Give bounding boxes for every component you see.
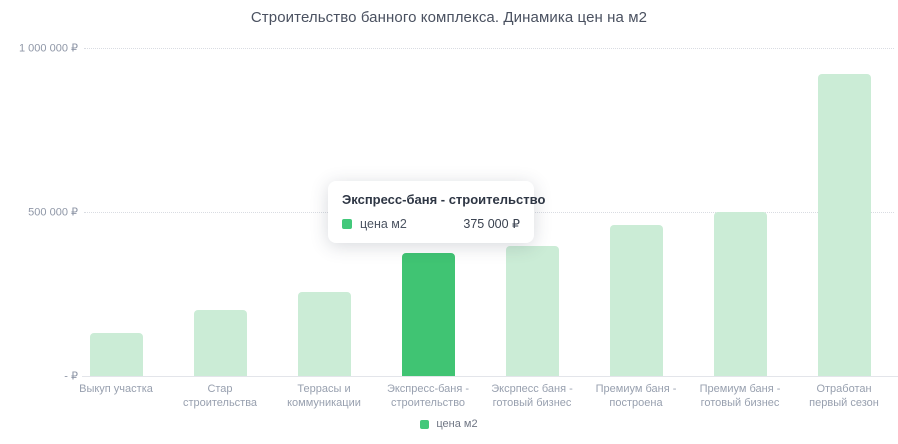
bar-6[interactable] [713, 212, 767, 376]
bar-7[interactable] [817, 74, 871, 376]
bar-0[interactable] [89, 333, 143, 376]
x-axis-label-5: Премиум баня - построена [595, 383, 677, 409]
x-axis-label-2: Террасы и коммуникации [287, 383, 361, 409]
tooltip-row: цена м2 375 000 ₽ [342, 216, 520, 231]
tooltip: Экспресс-баня - строительство цена м2 37… [328, 181, 546, 243]
x-axis-labels: Выкуп участка Стар строительства Террасы и… [64, 382, 896, 416]
bar-5[interactable] [609, 225, 663, 376]
x-axis-label-3: Экспресс-баня - строительство [386, 383, 470, 409]
bar-1[interactable] [193, 310, 247, 376]
y-axis: - ₽ 500 000 ₽ 1 000 000 ₽ [0, 0, 78, 383]
x-axis-label-7: Отработан первый сезон [809, 383, 879, 409]
legend-color-swatch [420, 419, 430, 429]
tooltip-series-label: цена м2 [360, 216, 407, 231]
tooltip-title: Экспресс-баня - строительство [342, 192, 546, 207]
y-axis-label-2: 1 000 000 ₽ [19, 42, 78, 55]
gridline-2 [84, 48, 894, 49]
series-color-swatch [342, 218, 352, 229]
chart-title: Строительство банного комплекса. Динамик… [250, 9, 648, 26]
x-axis-label-6: Премиум баня - готовый бизнес [699, 383, 781, 409]
x-axis-label-0: Выкуп участка [79, 383, 153, 395]
y-axis-label-1: 500 000 ₽ [28, 206, 78, 219]
legend-item-price[interactable]: цена м2 [0, 418, 898, 430]
legend-label: цена м2 [436, 418, 478, 430]
y-axis-label-0: - ₽ [64, 370, 78, 383]
bar-3[interactable] [401, 253, 455, 376]
bars-layer [64, 0, 896, 376]
tooltip-value: 375 000 ₽ [463, 217, 520, 231]
x-axis-label-1: Стар строительства [182, 383, 258, 409]
x-axis-line [82, 376, 898, 377]
bar-4[interactable] [505, 246, 559, 376]
bar-2[interactable] [297, 292, 351, 376]
x-axis-label-4: Эксрпесс баня - готовый бизнес [491, 383, 573, 409]
